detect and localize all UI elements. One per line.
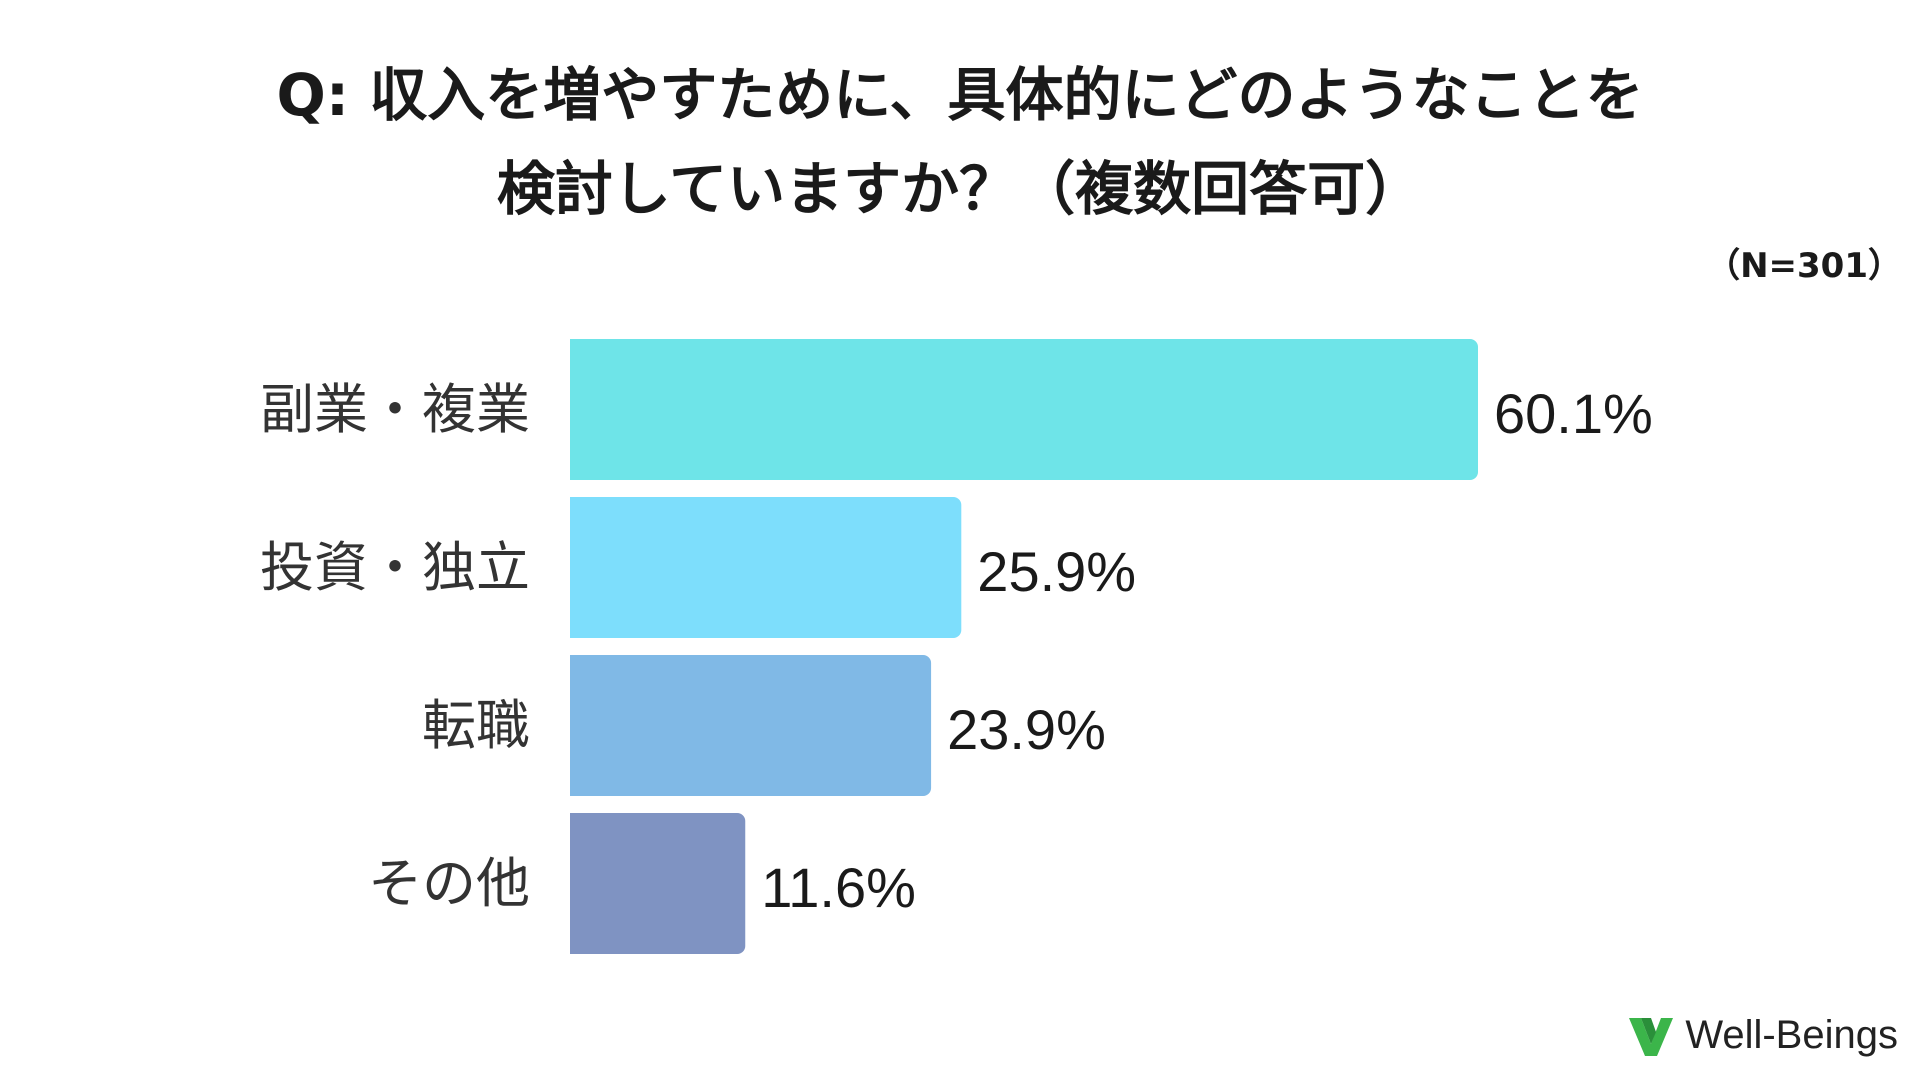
bar-4 xyxy=(570,813,746,954)
bar-3 xyxy=(570,655,932,796)
chart-title: Q: 収入を増やすために、具体的にどのようなことを 検討していますか？（複数回答… xyxy=(120,48,1800,236)
value-label-2: 25.9% xyxy=(977,540,1136,603)
brand-logo: Well-Beings xyxy=(1627,1013,1898,1058)
category-label-1: 副業・複業 xyxy=(260,378,530,441)
brand-name: Well-Beings xyxy=(1685,1013,1898,1057)
chart-title-line-1: Q: 収入を増やすために、具体的にどのようなことを xyxy=(276,61,1644,129)
bar-1-left-edge xyxy=(570,339,580,480)
value-label-3: 23.9% xyxy=(947,698,1106,761)
category-label-4: その他 xyxy=(368,852,530,915)
bar-4-left-edge xyxy=(570,813,580,954)
bar-2 xyxy=(570,497,962,638)
sample-size-label: （N=301） xyxy=(1706,246,1902,286)
well-beings-logo-icon xyxy=(1629,1017,1674,1056)
bar-3-left-edge xyxy=(570,655,580,796)
value-label-1: 60.1% xyxy=(1494,382,1653,445)
value-label-4: 11.6% xyxy=(761,856,916,919)
category-label-2: 投資・独立 xyxy=(260,536,530,599)
chart-title-line-2: 検討していますか？（複数回答可） xyxy=(496,155,1424,223)
category-label-3: 転職 xyxy=(422,694,530,757)
bar-2-left-edge xyxy=(570,497,580,638)
bar-1 xyxy=(570,339,1478,480)
